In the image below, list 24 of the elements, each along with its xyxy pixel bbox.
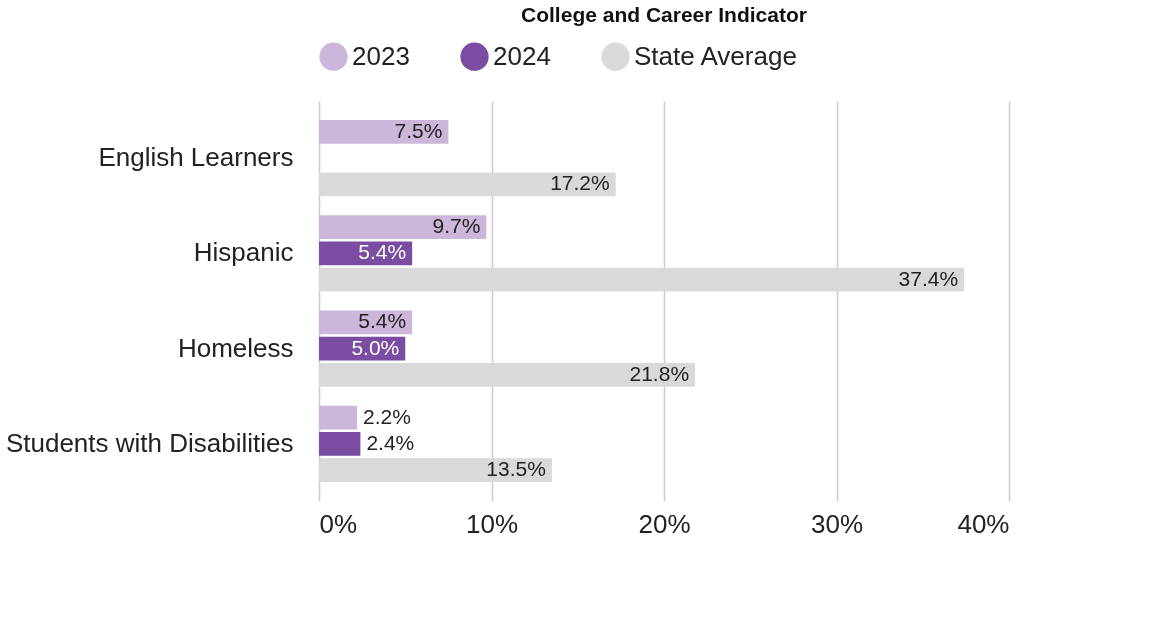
data-label: 17.2% <box>550 171 610 195</box>
legend-label: 2023 <box>352 40 410 71</box>
data-label: 21.8% <box>629 361 690 385</box>
data-label: 2.2% <box>362 404 411 428</box>
y-tick-label: Hispanic <box>193 237 294 268</box>
data-label: 13.5% <box>486 457 546 481</box>
data-label: 5.4% <box>358 309 407 333</box>
x-tick-label: 30% <box>810 508 864 539</box>
data-label: 7.5% <box>394 118 443 142</box>
x-tick-label: 0% <box>319 508 358 539</box>
legend-label: 2024 <box>493 40 551 71</box>
legend-label: State Average <box>634 40 797 71</box>
data-label: 9.7% <box>432 214 481 238</box>
data-label: 2.4% <box>366 430 415 454</box>
y-tick-label: Students with Disabilities <box>5 427 294 458</box>
data-label: 5.4% <box>358 240 407 264</box>
data-label: 37.4% <box>898 266 959 290</box>
x-tick-label: 20% <box>638 508 691 539</box>
y-tick-label: English Learners <box>98 142 294 173</box>
chart-title: College and Career Indicator <box>521 3 807 26</box>
x-tick-label: 10% <box>465 508 519 539</box>
x-tick-label: 40% <box>957 508 1010 539</box>
y-tick-label: Homeless <box>177 332 294 363</box>
data-label: 5.0% <box>351 335 400 359</box>
